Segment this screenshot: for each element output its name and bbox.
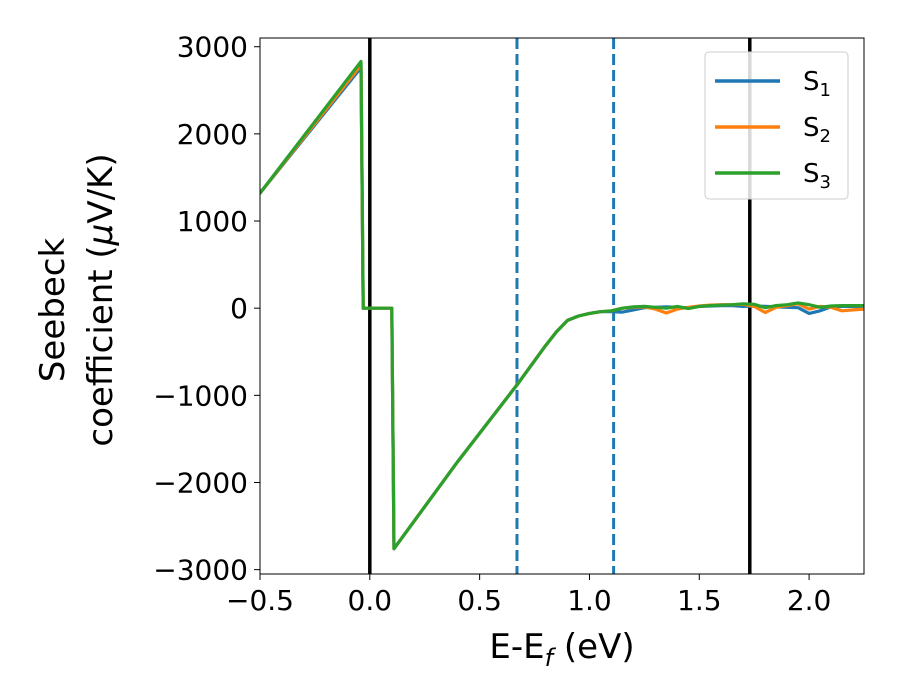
x-tick-label: 2.0 [787, 584, 832, 617]
x-axis-label-unit: (eV) [553, 627, 635, 667]
legend-label-1: S1 [803, 67, 831, 101]
legend: S1 S2 S3 [704, 51, 849, 200]
x-axis-label-main: E-E [489, 627, 544, 667]
x-tick-label: 0.0 [348, 584, 393, 617]
x-tick-label: 0.5 [457, 584, 502, 617]
y-tick-label: 0 [230, 292, 248, 325]
x-tick-label: 1.5 [677, 584, 722, 617]
y-tick-label: −1000 [153, 379, 248, 412]
x-tick-label: −0.5 [226, 584, 294, 617]
y-axis-label-unit: V/K) [81, 153, 121, 223]
legend-label-2: S2 [803, 113, 831, 147]
y-tick-label: 3000 [177, 31, 248, 64]
y-tick-label: −2000 [153, 466, 248, 499]
series-group [260, 59, 864, 551]
series-line-3 [260, 59, 864, 551]
plot-frame [259, 37, 865, 575]
legend-label-3: S3 [803, 159, 831, 193]
y-axis-label-line2: coefficient (μV/K) [81, 153, 121, 446]
y-axis-ticks: 3000 2000 1000 0 −1000 −2000 −3000 [153, 31, 260, 587]
x-tick-label: 1.0 [567, 584, 612, 617]
x-axis-ticks: −0.5 0.0 0.5 1.0 1.5 2.0 [226, 574, 831, 617]
y-axis-label-mu: μ [81, 224, 121, 247]
y-axis-label-text: coefficient ( [81, 245, 121, 446]
y-axis-label-line1: Seebeck [33, 238, 73, 383]
y-tick-label: −3000 [153, 554, 248, 587]
x-axis-label: E-Ef (eV) [489, 627, 634, 672]
y-tick-label: 2000 [177, 118, 248, 151]
y-tick-label: 1000 [177, 205, 248, 238]
